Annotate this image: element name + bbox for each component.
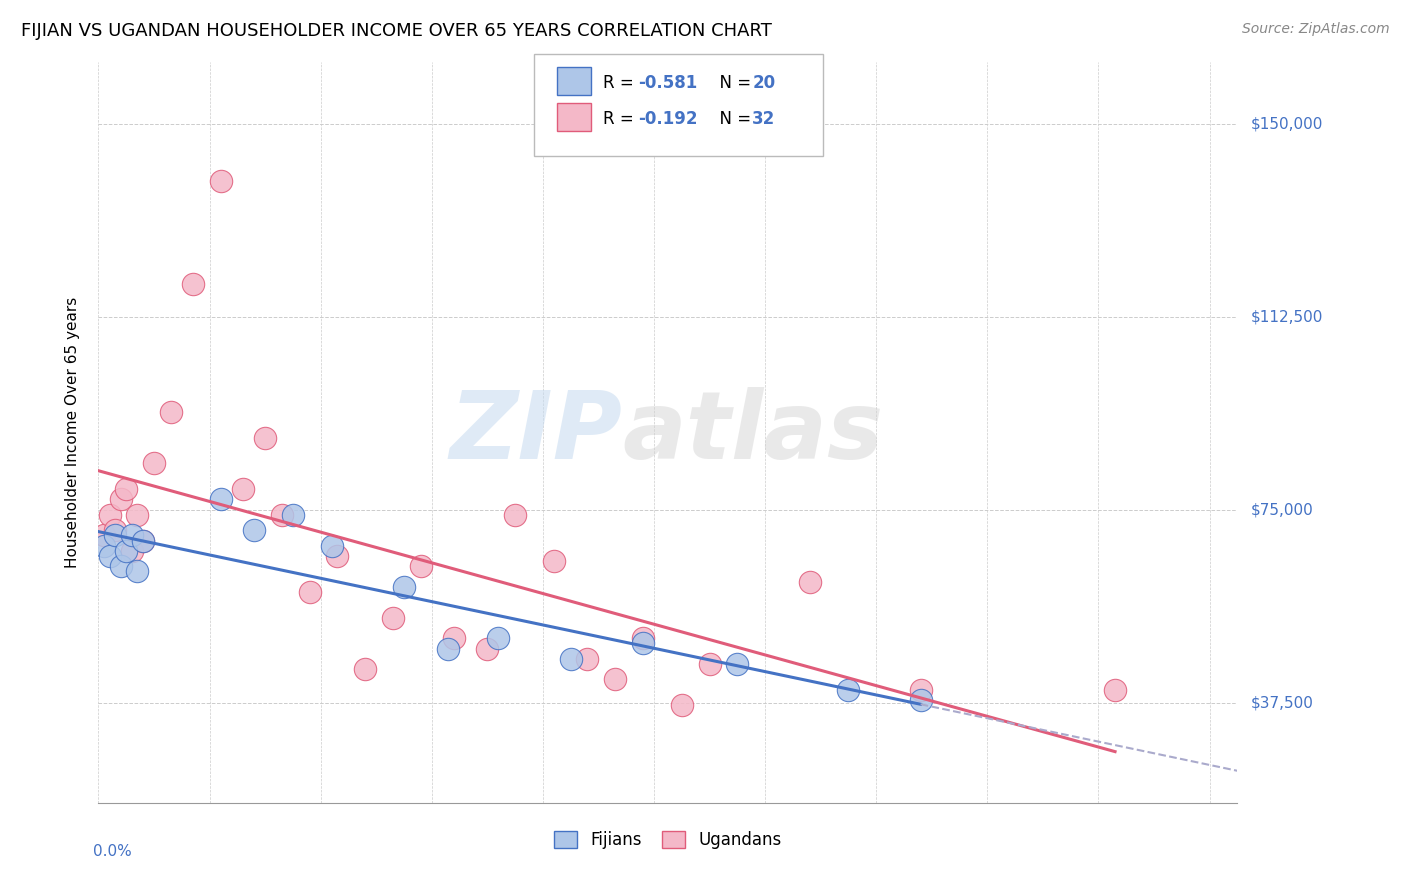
Text: -0.581: -0.581 xyxy=(638,74,697,92)
Point xyxy=(1104,682,1126,697)
Point xyxy=(104,528,127,542)
Point xyxy=(104,524,127,538)
Point xyxy=(543,554,565,568)
Point xyxy=(725,657,748,671)
Text: atlas: atlas xyxy=(623,386,883,479)
Point xyxy=(671,698,693,712)
Text: ZIP: ZIP xyxy=(450,386,623,479)
Point xyxy=(631,632,654,646)
Point xyxy=(699,657,721,671)
Point xyxy=(321,539,343,553)
Point xyxy=(232,482,254,496)
Point xyxy=(837,682,859,697)
Text: N =: N = xyxy=(709,74,756,92)
Text: N =: N = xyxy=(709,110,756,128)
Point xyxy=(127,508,149,522)
Point xyxy=(631,636,654,650)
Point xyxy=(93,539,115,553)
Legend: Fijians, Ugandans: Fijians, Ugandans xyxy=(546,822,790,857)
Point xyxy=(354,662,377,676)
Text: $150,000: $150,000 xyxy=(1251,117,1323,132)
Point xyxy=(477,641,499,656)
Text: R =: R = xyxy=(603,74,640,92)
Point xyxy=(381,610,404,624)
Point xyxy=(799,574,821,589)
Point xyxy=(910,693,932,707)
Point xyxy=(121,544,143,558)
Text: -0.192: -0.192 xyxy=(638,110,697,128)
Point xyxy=(110,492,132,507)
Text: 0.0%: 0.0% xyxy=(93,844,132,858)
Point xyxy=(159,405,181,419)
Point xyxy=(298,585,321,599)
Text: $112,500: $112,500 xyxy=(1251,310,1323,325)
Point xyxy=(115,482,138,496)
Point xyxy=(209,492,232,507)
Text: 32: 32 xyxy=(752,110,776,128)
Text: $75,000: $75,000 xyxy=(1251,502,1315,517)
Point xyxy=(326,549,349,563)
Point xyxy=(270,508,292,522)
Point xyxy=(603,673,626,687)
Text: R =: R = xyxy=(603,110,640,128)
Point xyxy=(143,457,166,471)
Point xyxy=(98,549,121,563)
Point xyxy=(181,277,204,291)
Point xyxy=(127,565,149,579)
Text: Source: ZipAtlas.com: Source: ZipAtlas.com xyxy=(1241,22,1389,37)
Text: FIJIAN VS UGANDAN HOUSEHOLDER INCOME OVER 65 YEARS CORRELATION CHART: FIJIAN VS UGANDAN HOUSEHOLDER INCOME OVE… xyxy=(21,22,772,40)
Point xyxy=(281,508,304,522)
Point xyxy=(209,174,232,188)
Point xyxy=(93,528,115,542)
Point xyxy=(486,632,509,646)
Text: $37,500: $37,500 xyxy=(1251,695,1315,710)
Point xyxy=(409,559,432,574)
Point xyxy=(560,652,582,666)
Point xyxy=(503,508,526,522)
Point xyxy=(115,544,138,558)
Y-axis label: Householder Income Over 65 years: Householder Income Over 65 years xyxy=(65,297,80,568)
Point xyxy=(254,431,277,445)
Point xyxy=(437,641,460,656)
Point xyxy=(576,652,599,666)
Point xyxy=(132,533,155,548)
Text: 20: 20 xyxy=(752,74,775,92)
Point xyxy=(910,682,932,697)
Point xyxy=(132,533,155,548)
Point xyxy=(98,508,121,522)
Point xyxy=(392,580,415,594)
Point xyxy=(110,559,132,574)
Point xyxy=(243,524,266,538)
Point xyxy=(443,632,465,646)
Point xyxy=(121,528,143,542)
